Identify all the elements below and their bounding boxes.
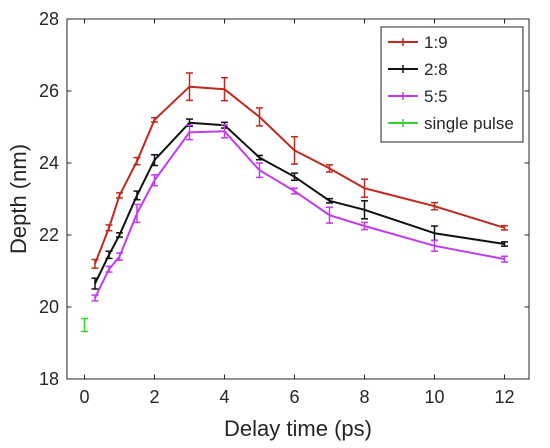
data-point [221, 124, 228, 139]
data-point [186, 124, 193, 141]
data-point [151, 174, 158, 187]
data-point [186, 72, 193, 102]
x-tick-label: 4 [219, 387, 229, 407]
y-tick-label: 24 [39, 153, 59, 173]
axes-frame [66, 18, 530, 380]
data-point [326, 164, 333, 173]
data-point [116, 252, 123, 261]
data-point [431, 201, 438, 211]
x-tick-label: 2 [149, 387, 159, 407]
data-point [256, 107, 263, 127]
y-axis-label: Depth (nm) [6, 144, 31, 254]
data-point [91, 294, 99, 302]
x-tick-label: 8 [359, 387, 369, 407]
legend-item: 5:5 [388, 87, 448, 106]
series-layer [81, 72, 508, 333]
data-point [151, 153, 158, 167]
x-axis: 0 2 4 6 8 10 12 [79, 19, 515, 407]
data-point [361, 178, 368, 198]
x-tick-label: 6 [289, 387, 299, 407]
data-point [256, 162, 263, 179]
data-point [361, 200, 368, 220]
data-point [91, 258, 99, 269]
data-point [431, 239, 438, 252]
legend-label: 1:9 [424, 33, 448, 52]
series-0 [91, 72, 508, 269]
data-point [133, 156, 141, 166]
data-point [151, 116, 158, 123]
data-point [326, 206, 333, 224]
legend-item: 1:9 [388, 33, 448, 52]
y-axis: 18 20 22 24 26 28 [39, 9, 529, 389]
y-tick-label: 26 [39, 81, 59, 101]
x-tick-label: 10 [424, 387, 444, 407]
data-point [105, 224, 113, 232]
data-point [221, 76, 228, 102]
x-axis-label: Delay time (ps) [224, 416, 372, 441]
data-point [361, 221, 368, 231]
y-tick-label: 22 [39, 225, 59, 245]
data-point [116, 192, 123, 199]
y-tick-label: 20 [39, 297, 59, 317]
data-point [326, 197, 333, 204]
data-point [133, 203, 141, 224]
y-tick-label: 28 [39, 9, 59, 29]
data-point [105, 250, 113, 260]
series-3 [81, 317, 88, 333]
data-point [116, 232, 123, 238]
data-point [501, 224, 508, 231]
series-2 [91, 124, 508, 302]
data-point [81, 317, 88, 333]
y-tick-label: 18 [39, 369, 59, 389]
data-point [501, 241, 508, 247]
data-point [501, 255, 508, 263]
legend-label: 5:5 [424, 87, 448, 106]
legend: 1:9 2:8 5:5 single pulse [380, 26, 524, 143]
data-point [291, 187, 298, 195]
legend-item: single pulse [388, 114, 514, 133]
legend-label: single pulse [424, 114, 514, 133]
x-tick-label: 12 [494, 387, 514, 407]
data-point [105, 265, 113, 273]
data-point [291, 172, 298, 182]
x-tick-label: 0 [79, 387, 89, 407]
data-point [256, 154, 263, 161]
legend-label: 2:8 [424, 60, 448, 79]
data-point [291, 135, 298, 165]
data-point [91, 277, 99, 290]
legend-item: 2:8 [388, 60, 448, 79]
data-point [133, 190, 141, 201]
